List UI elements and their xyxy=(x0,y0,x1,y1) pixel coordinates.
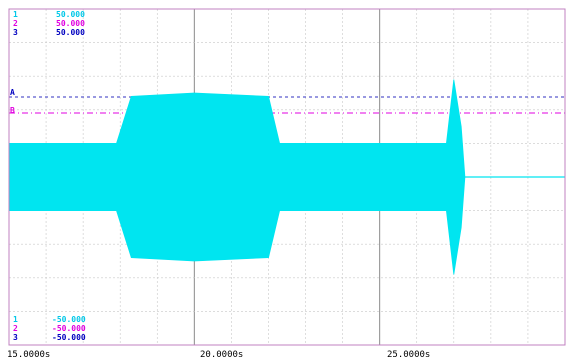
plot-frame xyxy=(8,8,566,346)
cursor-lines xyxy=(9,96,565,114)
readout-top-ch1-label: 1 xyxy=(13,10,18,19)
cursor-markers: A B xyxy=(10,88,15,115)
readout-bottom-ch3-value: -50.000 xyxy=(52,333,86,342)
bottom-channel-readouts: 1 -50.000 2 -50.000 3 -50.000 xyxy=(13,315,86,342)
readout-bottom-ch1-label: 1 xyxy=(13,315,18,324)
readout-top-ch3-value: 50.000 xyxy=(56,28,85,37)
readout-top-ch2-label: 2 xyxy=(13,19,18,28)
waveform-trace-channel-1 xyxy=(8,79,565,275)
readout-bottom-ch1-value: -50.000 xyxy=(52,315,86,324)
readout-top-ch3-label: 3 xyxy=(13,28,18,37)
top-channel-readouts: 1 50.000 2 50.000 3 50.000 xyxy=(13,10,85,37)
time-label-3: 25.0000s xyxy=(387,350,430,360)
cursor-b-marker: B xyxy=(10,106,15,115)
time-label-1: 15.0000s xyxy=(7,350,50,360)
cursor-a-marker: A xyxy=(10,88,15,97)
time-label-2: 20.0000s xyxy=(200,350,243,360)
readout-bottom-ch2-value: -50.000 xyxy=(52,324,86,333)
readout-top-ch1-value: 50.000 xyxy=(56,10,85,19)
time-axis-labels: 15.0000s 20.0000s 25.0000s xyxy=(7,350,430,360)
readout-bottom-ch2-label: 2 xyxy=(13,324,18,333)
readout-top-ch2-value: 50.000 xyxy=(56,19,85,28)
readout-bottom-ch3-label: 3 xyxy=(13,333,18,342)
